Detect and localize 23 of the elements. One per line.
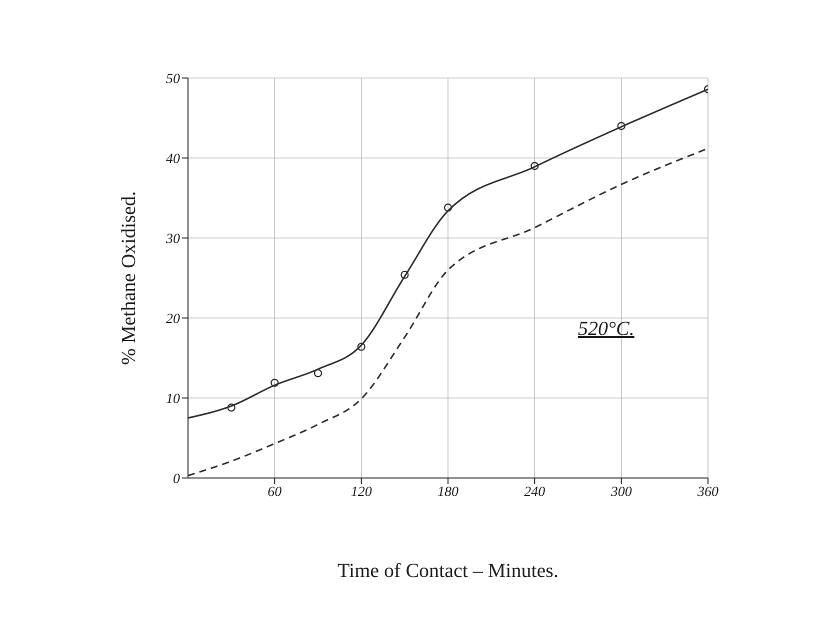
point <box>444 204 452 212</box>
x-tick-label: 360 <box>696 484 718 500</box>
point <box>400 270 409 279</box>
point <box>227 404 236 412</box>
x-tick-label: 240 <box>524 484 546 500</box>
point <box>357 342 366 351</box>
x-axis-title: Time of Contact – Minutes. <box>338 560 558 582</box>
x-tick-label: 180 <box>438 484 458 500</box>
y-tick-label: 0 <box>173 472 180 487</box>
y-tick-label: 10 <box>166 392 180 407</box>
point <box>314 369 322 378</box>
annotation: 520°C. <box>578 318 634 341</box>
point <box>270 378 279 387</box>
y-tick-label: 50 <box>166 72 180 87</box>
y-axis-title: % Methane Oxidised. <box>118 191 140 365</box>
point <box>617 122 626 130</box>
x-tick-label: 300 <box>610 484 632 500</box>
y-tick-label: 30 <box>165 232 180 247</box>
x-tick-label: 120 <box>350 484 372 500</box>
x-tick-label: 60 <box>268 484 282 500</box>
y-tick-label: 20 <box>166 312 180 327</box>
point <box>530 162 539 170</box>
y-tick-label: 40 <box>166 152 180 167</box>
